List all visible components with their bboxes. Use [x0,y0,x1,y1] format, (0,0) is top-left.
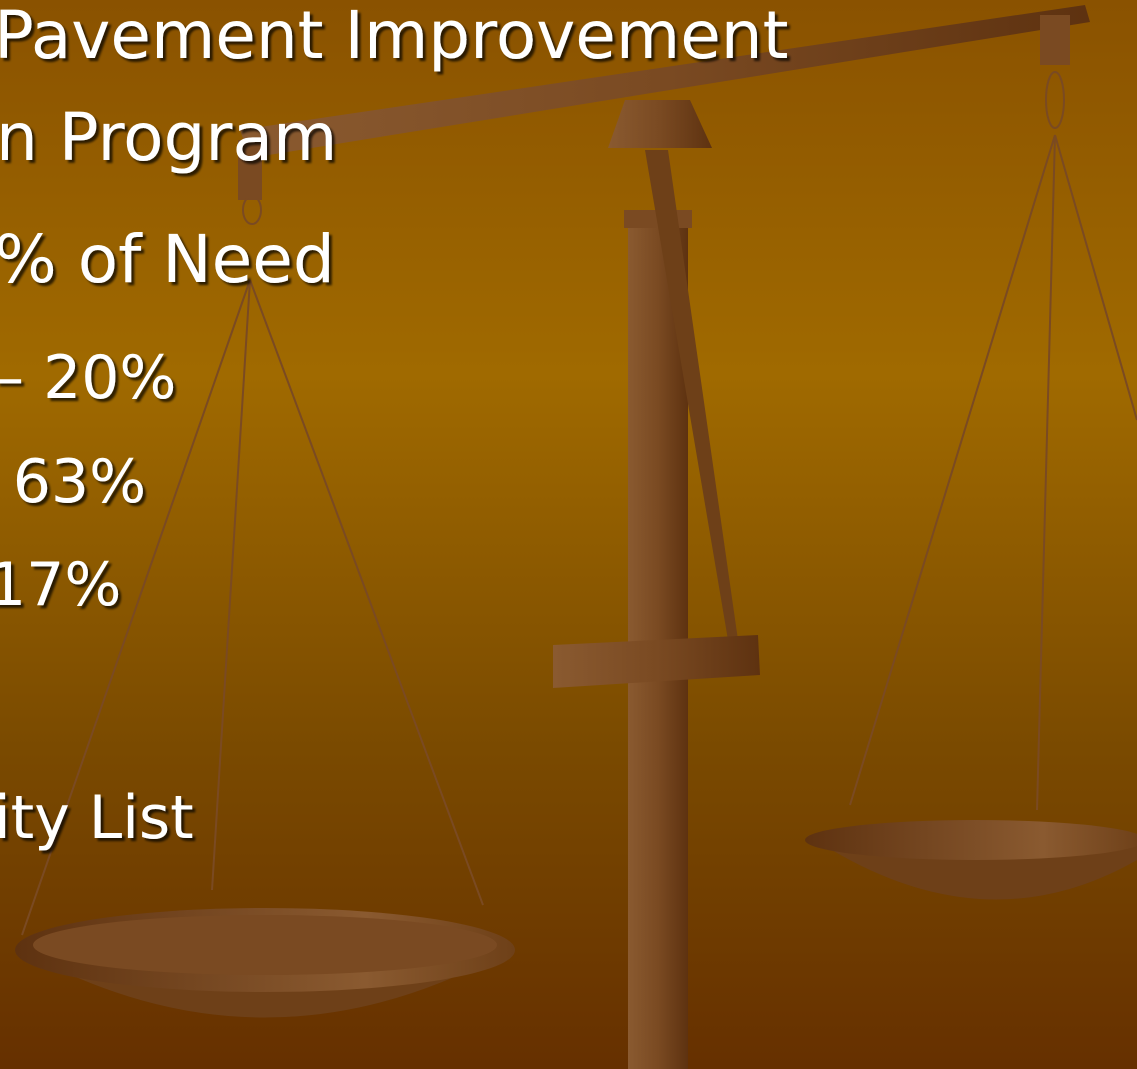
text-line: Pavement Improvement [0,0,789,74]
text-line: n Program [0,99,337,176]
page: Pavement Improvement n Program % of Need… [0,0,1137,1069]
text-line: ity List [0,783,194,853]
text-line: % of Need [0,221,335,298]
text-line: – 20% [0,343,176,413]
text-line: - 63% [0,447,146,517]
slide: Pavement Improvement n Program % of Need… [0,0,1137,1069]
text-line: 17% [0,550,121,620]
